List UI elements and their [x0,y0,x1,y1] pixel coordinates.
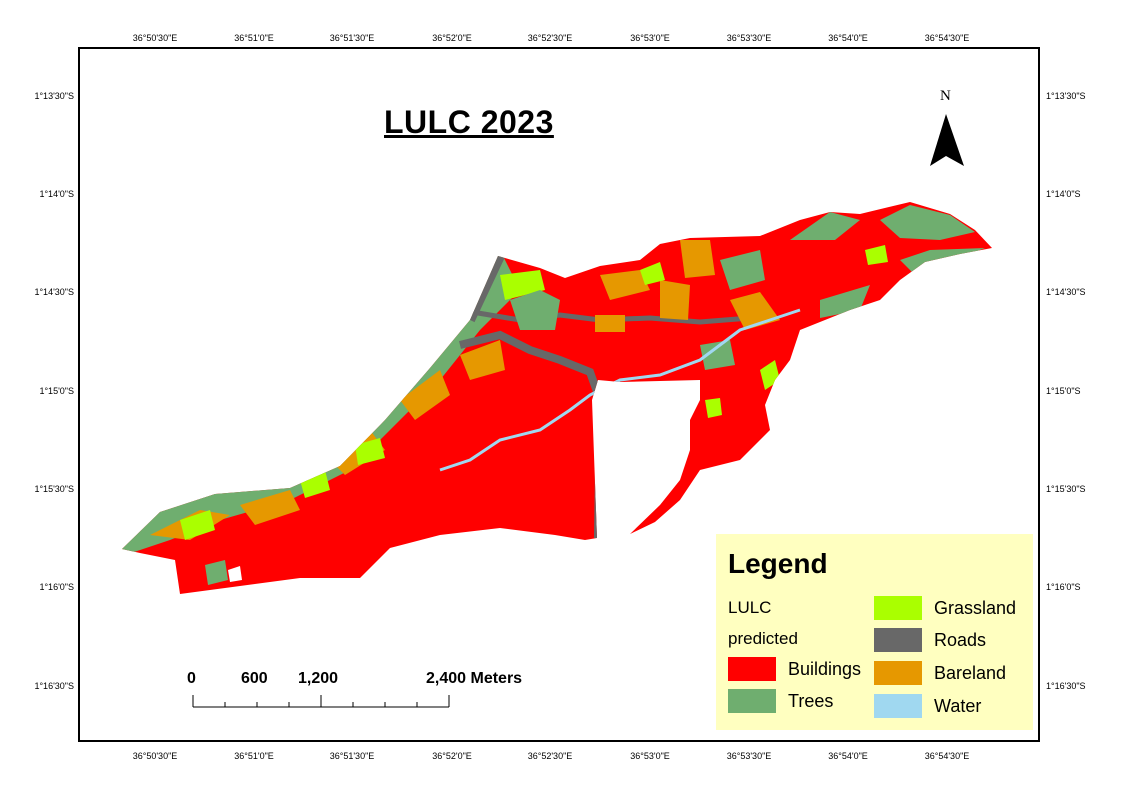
legend-panel: Legend LULC predicted Buildings Trees Gr… [716,534,1033,730]
unclassified-patch [228,566,242,582]
tick-right-0: 1°13'30"S [1046,91,1086,101]
scale-label-2400: 2,400 Meters [426,670,523,687]
bareland-patch [680,240,715,278]
tick-top-3: 36°52'0"E [432,33,472,43]
tick-left-3: 1°15'0"S [39,386,74,396]
legend-label: Trees [788,690,834,711]
legend-swatch [728,657,776,681]
tick-bottom-6: 36°53'30"E [726,751,772,761]
tick-top-6: 36°53'30"E [726,33,772,43]
tick-bottom-7: 36°54'0"E [828,751,868,761]
grassland-patch [640,262,665,285]
bareland-patch [595,315,625,332]
legend-swatch [874,628,922,652]
tick-bottom-1: 36°51'0"E [234,751,274,761]
scale-label-1200: 1,200 [298,670,339,687]
scale-bar: 0 600 1,200 2,400 Meters [187,668,550,718]
legend-item-roads: Roads [874,628,986,652]
trees-patch [510,290,560,330]
tick-right-1: 1°14'0"S [1046,189,1081,199]
tick-left-4: 1°15'30"S [34,484,74,494]
tick-bottom-5: 36°53'0"E [630,751,670,761]
scale-label-0: 0 [187,670,196,687]
legend-item-bareland: Bareland [874,661,1006,685]
legend-label: Water [934,695,982,716]
legend-swatch [874,596,922,620]
tick-right-5: 1°16'0"S [1046,582,1081,592]
scale-label-600: 600 [241,670,268,687]
bareland-patch [240,490,300,525]
trees-belt [122,250,520,560]
tick-bottom-0: 36°50'30"E [132,751,178,761]
map-title: LULC 2023 [384,104,554,140]
trees-patch [720,250,765,290]
trees-patch [700,340,735,370]
legend-swatch [874,661,922,685]
bareland-patch [600,270,650,300]
legend-title: Legend [728,548,828,579]
tick-top-8: 36°54'30"E [924,33,970,43]
tick-right-4: 1°15'30"S [1046,484,1086,494]
bareland-patch [660,280,690,320]
legend-item-grassland: Grassland [874,596,1016,620]
legend-label: Roads [934,629,987,650]
trees-patch [880,205,975,240]
grassland-patch [180,510,215,540]
tick-top-2: 36°51'30"E [329,33,375,43]
legend-subtitle-line2: predicted [728,629,798,648]
grassland-patch [705,398,722,418]
legend-label: Grassland [934,597,1017,618]
legend-item-buildings: Buildings [728,657,861,681]
grassland-patch [865,245,888,265]
tick-top-4: 36°52'30"E [527,33,573,43]
tick-top-1: 36°51'0"E [234,33,274,43]
north-label: N [940,88,951,104]
grassland-patch [355,438,385,465]
legend-label: Buildings [788,658,862,679]
legend-swatch [728,689,776,713]
legend-label: Bareland [934,662,1007,683]
tick-top-0: 36°50'30"E [132,33,178,43]
legend-subtitle-line1: LULC [728,598,772,617]
tick-left-0: 1°13'30"S [34,91,74,101]
legend-item-trees: Trees [728,689,833,713]
tick-left-1: 1°14'0"S [39,189,74,199]
tick-right-6: 1°16'30"S [1046,681,1086,691]
tick-top-7: 36°54'0"E [828,33,868,43]
tick-top-5: 36°53'0"E [630,33,670,43]
trees-patch [205,560,228,585]
north-arrow-icon [930,114,964,166]
tick-left-5: 1°16'0"S [39,582,74,592]
tick-bottom-2: 36°51'30"E [329,751,375,761]
tick-bottom-8: 36°54'30"E [924,751,970,761]
tick-bottom-3: 36°52'0"E [432,751,472,761]
tick-bottom-4: 36°52'30"E [527,751,573,761]
scale-bar-ruler [192,695,450,708]
tick-left-6: 1°16'30"S [34,681,74,691]
bareland-patch [460,340,505,380]
legend-item-water: Water [874,694,981,718]
tick-right-2: 1°14'30"S [1046,287,1086,297]
trees-patch [790,212,860,240]
bareland-patch [400,370,450,420]
tick-left-2: 1°14'30"S [34,287,74,297]
legend-swatch [874,694,922,718]
tick-right-3: 1°15'0"S [1046,386,1081,396]
roads-edge [465,253,505,323]
